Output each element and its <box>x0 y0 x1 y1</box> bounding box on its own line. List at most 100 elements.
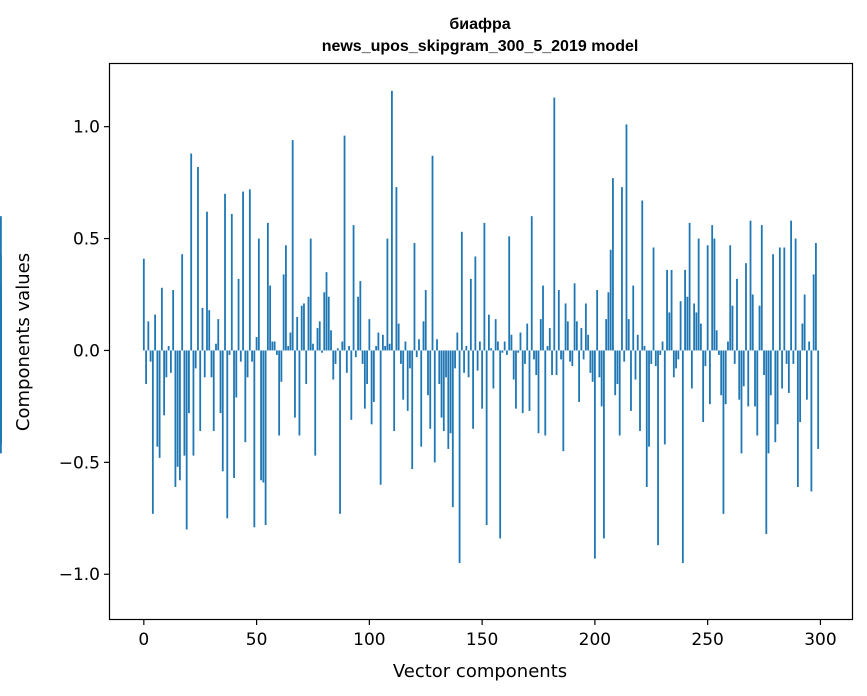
bar <box>490 348 493 351</box>
bar <box>578 350 580 402</box>
bar <box>582 350 585 360</box>
x-tick-label: 200 <box>579 630 611 650</box>
bar <box>203 350 206 378</box>
bar <box>799 350 802 423</box>
bar <box>677 350 680 360</box>
bar <box>160 287 163 351</box>
bar <box>591 350 594 382</box>
bar <box>361 350 364 364</box>
bar <box>415 350 418 358</box>
bar <box>433 350 436 463</box>
bar <box>805 350 808 400</box>
bar <box>400 350 402 364</box>
bar <box>754 350 756 407</box>
bar <box>478 341 481 351</box>
bar <box>339 350 341 514</box>
bar <box>287 345 290 351</box>
bar <box>709 350 711 405</box>
bar <box>792 350 795 364</box>
bar <box>253 350 256 528</box>
bar <box>652 247 655 351</box>
bar <box>618 350 621 436</box>
bar <box>794 238 797 351</box>
bar <box>623 350 626 362</box>
bar <box>438 350 441 385</box>
bar <box>675 350 677 369</box>
bar <box>781 350 783 389</box>
bar <box>603 350 605 539</box>
bar <box>684 269 686 351</box>
bar <box>456 332 459 351</box>
bar <box>230 213 233 351</box>
bar <box>817 350 820 449</box>
bar <box>228 350 231 355</box>
bar <box>314 350 317 456</box>
bar <box>280 350 283 382</box>
bar <box>336 348 339 351</box>
bar <box>584 303 587 351</box>
bar <box>519 332 522 351</box>
y-tick-label: −1.0 <box>59 565 100 585</box>
bar <box>273 341 276 351</box>
bar <box>724 350 727 405</box>
bar <box>729 245 732 351</box>
bar <box>192 350 195 456</box>
bar <box>420 350 423 447</box>
bar <box>167 345 170 351</box>
bar <box>760 225 763 351</box>
bar <box>706 245 709 351</box>
bar <box>769 350 772 396</box>
bar <box>650 350 653 364</box>
bar <box>318 321 321 351</box>
bar <box>219 350 222 414</box>
bar <box>472 350 474 429</box>
bar <box>690 350 693 389</box>
bar <box>670 269 673 351</box>
bar <box>524 350 526 364</box>
bar <box>756 350 759 436</box>
bar <box>609 249 612 351</box>
bar <box>510 334 513 351</box>
bar <box>535 350 538 376</box>
bar <box>409 350 411 369</box>
bar <box>492 350 495 389</box>
bar <box>442 350 445 432</box>
bar <box>776 350 779 425</box>
bar <box>560 350 562 360</box>
bar <box>641 200 644 351</box>
bar <box>695 312 698 351</box>
bar <box>612 178 614 351</box>
bar <box>643 345 646 351</box>
bar <box>474 256 477 351</box>
bar <box>260 350 262 481</box>
bar <box>704 350 707 367</box>
bar <box>375 345 378 351</box>
bar <box>587 334 590 351</box>
bar <box>702 350 705 423</box>
bar <box>0 298 2 351</box>
bar <box>688 222 691 351</box>
bar <box>738 350 741 400</box>
bar <box>217 319 220 351</box>
bar <box>413 243 416 351</box>
bar <box>767 350 770 454</box>
bar <box>377 332 380 351</box>
bar <box>551 350 553 376</box>
bar <box>431 155 434 351</box>
bar <box>251 350 253 362</box>
y-tick-label: 0.5 <box>73 230 100 250</box>
bar <box>282 274 285 351</box>
y-tick-label: 1.0 <box>73 118 100 138</box>
bar <box>499 350 502 539</box>
bar <box>533 350 535 360</box>
bar <box>654 350 657 367</box>
bar <box>316 328 319 351</box>
bar <box>266 222 269 351</box>
bar <box>485 350 488 526</box>
bar <box>212 350 215 432</box>
bar <box>341 341 344 351</box>
bar <box>278 350 281 436</box>
x-tick-label: 50 <box>246 630 268 650</box>
bar <box>440 350 443 418</box>
